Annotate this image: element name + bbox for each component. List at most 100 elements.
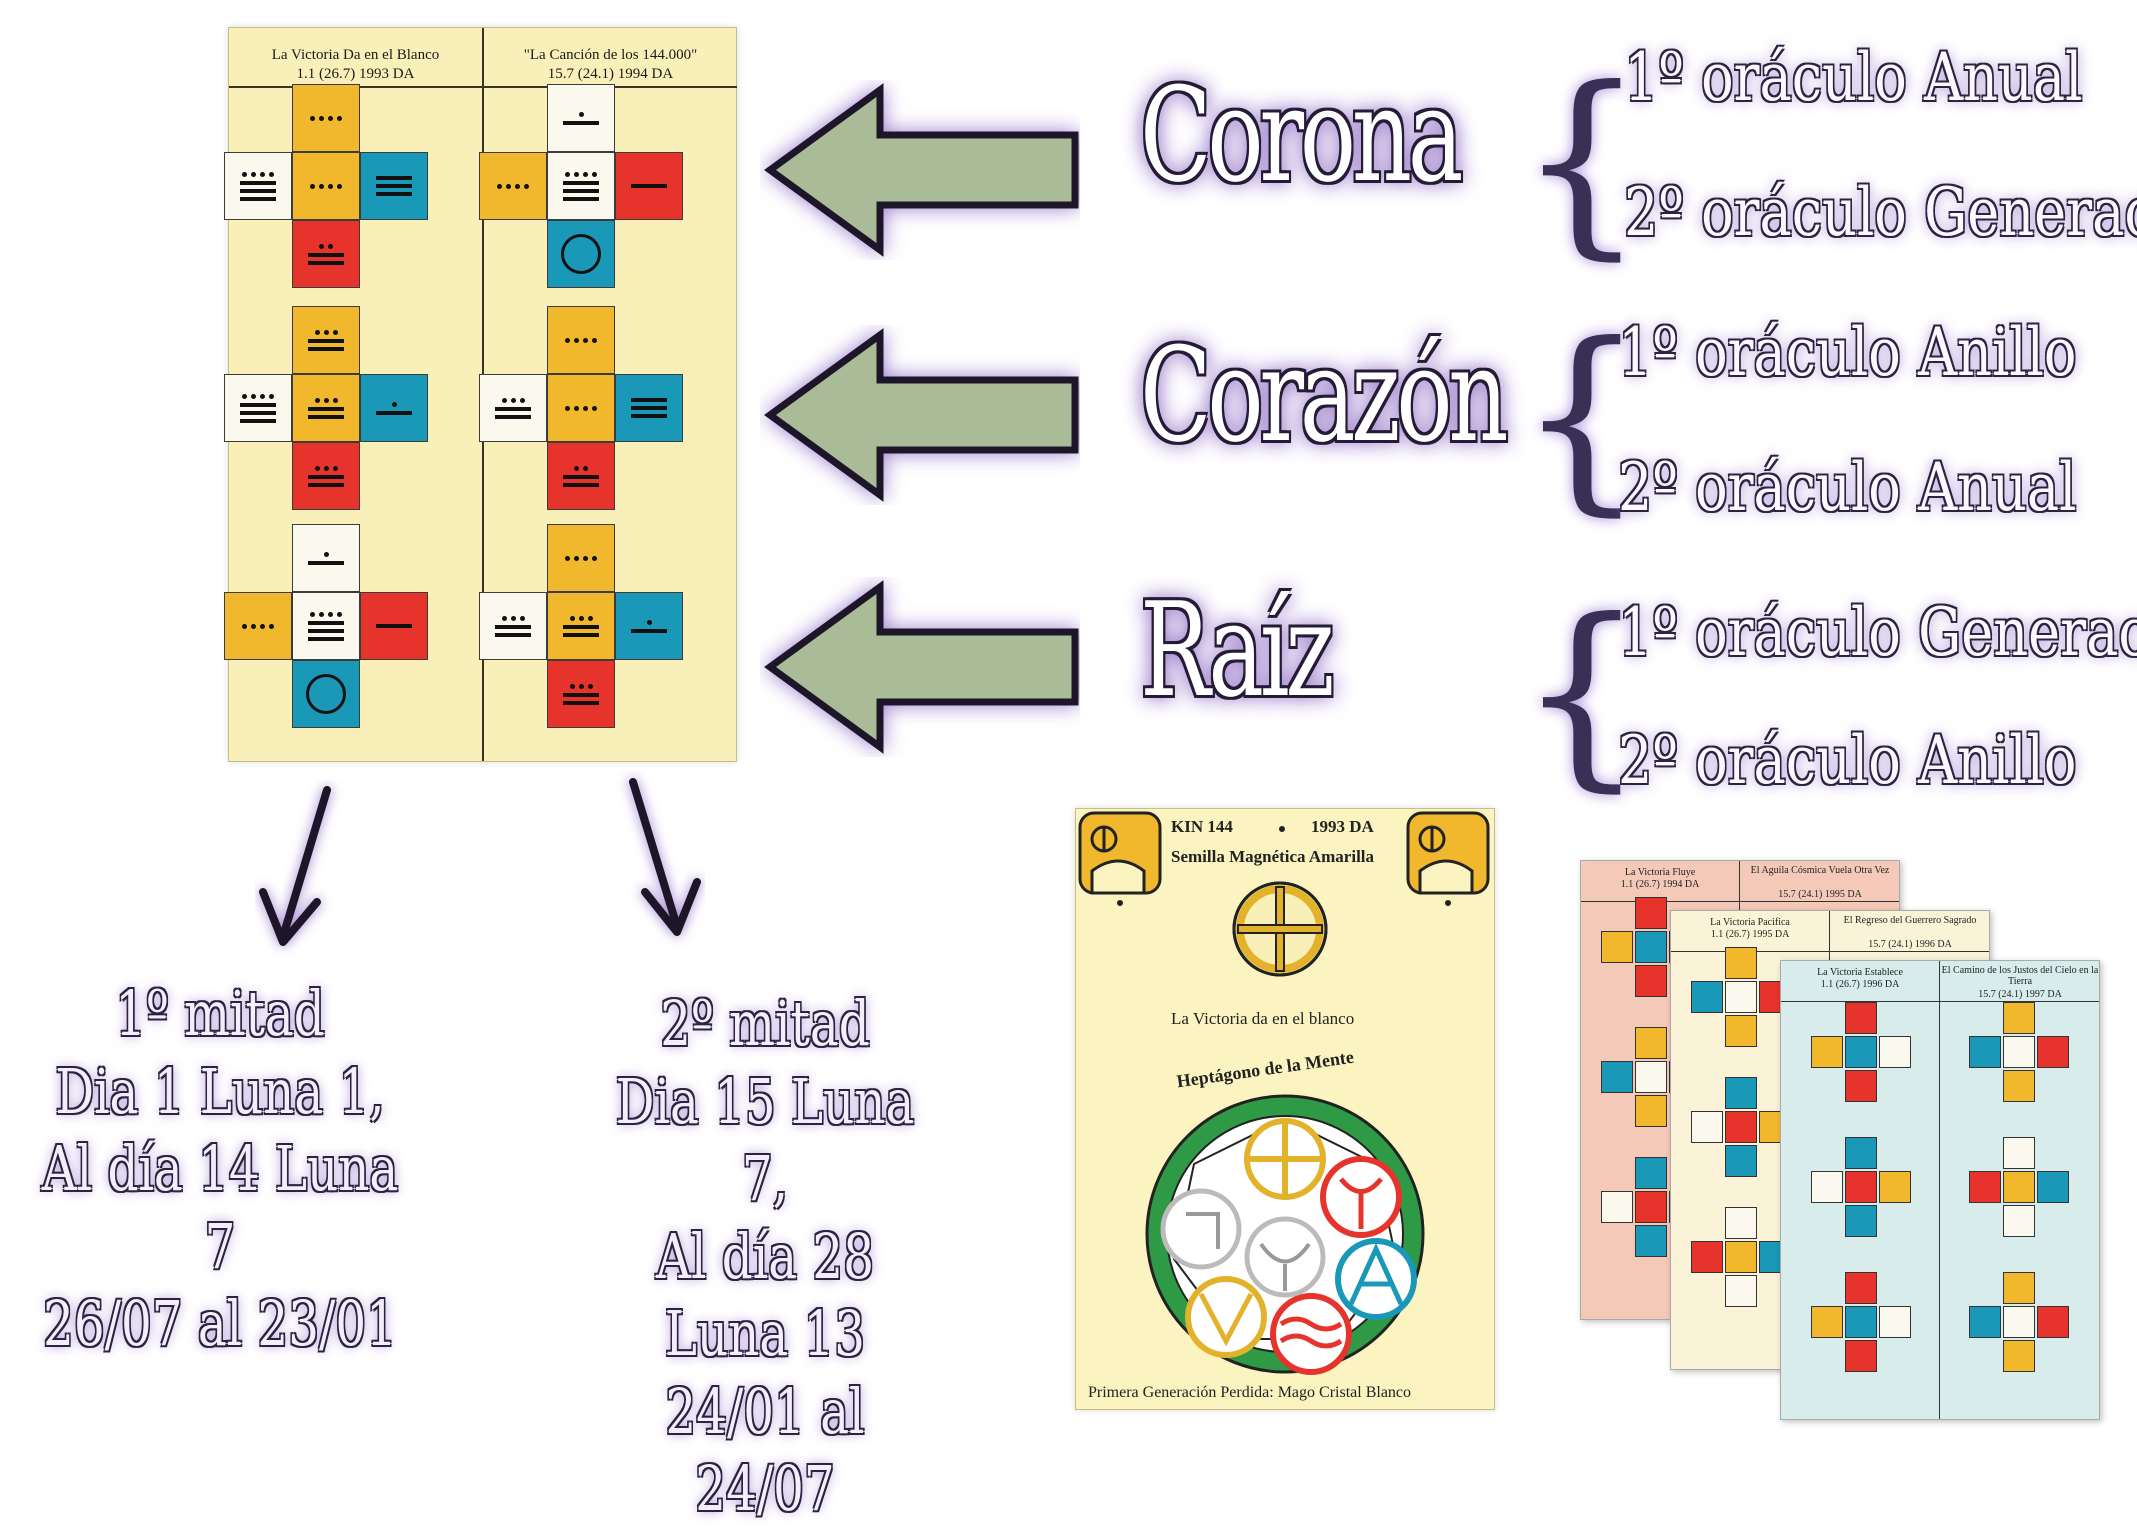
first-half-line-1: Dia 1 Luna 1,: [55, 1054, 385, 1128]
stack-cell: [1635, 1225, 1667, 1257]
right-column-date: 15.7 (24.1) 1994 DA: [547, 66, 674, 82]
stack-card-2-right-title: El Camino de los Justos del Cielo en la …: [1941, 965, 2099, 987]
stack-card-0-left-title: La Victoria Fluye: [1624, 867, 1696, 878]
stack-cell: [1635, 1157, 1667, 1189]
stack-cell: [2003, 1137, 2035, 1169]
stack-cell: [1725, 1077, 1757, 1109]
second-half-line-2: Al día 28 Luna 13: [656, 1219, 874, 1371]
stack-cell: [1691, 1241, 1723, 1273]
glyph-cell-4-right: [360, 592, 428, 660]
first-half-title: 1º mitad: [115, 977, 325, 1050]
kin-card: KIN 144 1993 DA Semilla Magnética Amaril…: [1075, 808, 1495, 1410]
glyph-cell-2-bottom: [292, 442, 360, 510]
kin-number: KIN 144: [1171, 817, 1233, 836]
stack-cell: [1811, 1036, 1843, 1068]
first-half-line-2: Al día 14 Luna 7: [41, 1132, 399, 1283]
stack-cell: [2003, 1070, 2035, 1102]
kin-subtitle: La Victoria da en el blanco: [1171, 1009, 1355, 1028]
glyph-cell-2-top: [292, 306, 360, 374]
stack-cell: [1845, 1205, 1877, 1237]
brace-corazon-icon: {: [1518, 301, 1646, 534]
glyph-cell-1-mid: [547, 152, 615, 220]
stack-cell: [2003, 1306, 2035, 1338]
glyph-cell-0-left: [224, 152, 292, 220]
glyph-cell-4-left: [224, 592, 292, 660]
stack-card-1-left-title: La Victoria Pacifica: [1710, 917, 1790, 928]
stack-cell: [2037, 1306, 2069, 1338]
stack-cell: [1969, 1036, 2001, 1068]
kin-name: Semilla Magnética Amarilla: [1171, 847, 1375, 866]
left-column-date: 1.1 (26.7) 1993 DA: [296, 66, 415, 82]
stack-cell: [1845, 1272, 1877, 1304]
stack-cell: [1845, 1002, 1877, 1034]
stack-card-0-header-line: [1581, 901, 1899, 902]
left-column-title: La Victoria Da en el Blanco: [271, 47, 440, 63]
glyph-cell-0-right: [360, 152, 428, 220]
stack-cell: [1845, 1137, 1877, 1169]
stack-cell: [1635, 1061, 1667, 1093]
stack-card-0-right-date: 15.7 (24.1) 1995 DA: [1778, 889, 1862, 900]
glyph-cell-3-top: [547, 306, 615, 374]
glyph-cell-5-right: [615, 592, 683, 660]
glyph-cell-1-right: [615, 152, 683, 220]
stack-cell: [2003, 1205, 2035, 1237]
kin-dot-icon: [1279, 826, 1285, 832]
stack-cell: [1879, 1306, 1911, 1338]
glyph-cell-1-left: [479, 152, 547, 220]
kin-year: 1993 DA: [1311, 817, 1374, 836]
stack-cell: [1635, 931, 1667, 963]
stack-cell: [1725, 947, 1757, 979]
glyph-cell-5-top: [547, 524, 615, 592]
stack-cell: [1879, 1171, 1911, 1203]
stack-cell: [2003, 1036, 2035, 1068]
second-half-line-1: Dia 15 Luna 7,: [615, 1064, 915, 1216]
glyph-cell-4-top: [292, 524, 360, 592]
stack-card-1-right-title: El Regreso del Guerrero Sagrado: [1843, 915, 1977, 926]
glyph-cell-1-top: [547, 84, 615, 152]
corazon-item-1: 1º oráculo Anillo: [1618, 314, 2077, 391]
glyph-cell-2-right: [360, 374, 428, 442]
stack-cell: [1725, 981, 1757, 1013]
stack-cell: [1635, 1027, 1667, 1059]
stack-cell: [1635, 1095, 1667, 1127]
stack-cell: [1725, 1145, 1757, 1177]
word-raiz: Raíz: [1140, 574, 1335, 726]
stack-cell: [1725, 1015, 1757, 1047]
stack-cell: [1845, 1306, 1877, 1338]
glyph-cell-2-left: [224, 374, 292, 442]
arrow-corazon-icon: [764, 328, 1079, 502]
second-half-title: 2º mitad: [660, 987, 870, 1060]
glyph-cell-5-left: [479, 592, 547, 660]
right-column-header: "La Canción de los 144.000" 15.7 (24.1) …: [484, 28, 737, 88]
stack-card-0-right-title: El Aguila Cósmica Vuela Otra Vez: [1750, 865, 1890, 876]
glyph-cell-4-bottom: [292, 660, 360, 728]
stack-card-1-left-date: 1.1 (26.7) 1995 DA: [1710, 929, 1790, 940]
seed-glyph-right-icon: [1406, 811, 1490, 906]
glyph-cell-0-bottom: [292, 220, 360, 288]
corona-item-2: 2º oráculo Generación: [1624, 174, 2137, 251]
stack-cell: [1601, 931, 1633, 963]
brace-corona-icon: {: [1518, 45, 1646, 278]
brace-raiz-icon: {: [1518, 577, 1646, 810]
kin-footer: Primera Generación Perdida: Mago Cristal…: [1088, 1384, 1412, 1401]
stack-cell: [1725, 1111, 1757, 1143]
stack-card-1-header-line: [1671, 951, 1989, 952]
stack-cell: [1845, 1340, 1877, 1372]
stack-cell: [1725, 1275, 1757, 1307]
glyph-cell-4-mid: [292, 592, 360, 660]
stack-cell: [2037, 1036, 2069, 1068]
raiz-item-1: 1º oráculo Generación: [1618, 594, 2137, 671]
stack-cell: [1879, 1036, 1911, 1068]
stack-cell: [2003, 1272, 2035, 1304]
stack-cell: [1635, 965, 1667, 997]
stack-cell: [2003, 1340, 2035, 1372]
glyph-cell-2-mid: [292, 374, 360, 442]
arrow-corona-icon: [764, 83, 1079, 257]
word-corona: Corona: [1140, 59, 1464, 211]
second-half-line-3: 24/01 al 24/07: [665, 1374, 865, 1526]
main-oracle-card: La Victoria Da en el Blanco 1.1 (26.7) 1…: [224, 27, 737, 762]
arrow-raiz-icon: [764, 580, 1079, 754]
second-half-block: 2º mitad Dia 15 Luna 7, Al día 28 Luna 1…: [593, 985, 936, 1528]
heptagon-of-mind-icon: [1145, 1094, 1425, 1375]
stack-cell: [2003, 1171, 2035, 1203]
